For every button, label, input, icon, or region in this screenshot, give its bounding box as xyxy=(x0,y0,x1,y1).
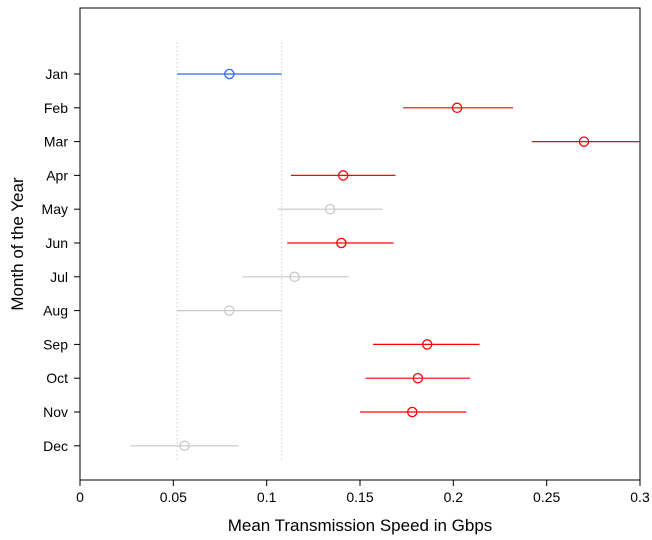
y-tick-label: Jul xyxy=(50,269,68,285)
reference-lines xyxy=(176,42,283,462)
x-axis-title: Mean Transmission Speed in Gbps xyxy=(228,516,493,535)
y-tick-label: Dec xyxy=(43,438,68,454)
x-tick-label: 0.3 xyxy=(630,489,650,505)
point-apr xyxy=(337,170,349,181)
x-tick-label: 0.2 xyxy=(444,489,464,505)
y-axis: Jan Feb Mar Apr May Jun Jul Aug Sep Oct Nov Dec xyxy=(42,66,80,454)
point-may xyxy=(324,203,336,215)
y-tick-label: Jun xyxy=(45,235,68,251)
point-sep xyxy=(421,339,433,350)
point-dec xyxy=(179,440,190,452)
y-tick-label: Mar xyxy=(44,134,68,150)
point-feb xyxy=(451,102,463,114)
y-tick-label: Aug xyxy=(43,303,68,319)
x-tick-label: 0 xyxy=(76,489,84,505)
y-axis-title: Month of the Year xyxy=(8,177,27,311)
point-jun xyxy=(336,237,347,249)
x-tick-label: 0.05 xyxy=(160,489,187,505)
confidence-intervals xyxy=(130,68,640,452)
point-nov xyxy=(407,406,418,418)
point-mar xyxy=(578,136,590,147)
y-tick-label: May xyxy=(42,201,68,217)
x-axis: 0 0.05 0.1 0.15 0.2 0.25 0.3 xyxy=(76,480,650,505)
y-tick-label: Oct xyxy=(46,370,68,386)
x-tick-label: 0.15 xyxy=(346,489,373,505)
point-jan xyxy=(224,68,235,80)
point-oct xyxy=(412,372,424,384)
y-tick-label: Sep xyxy=(43,336,68,352)
y-tick-label: Apr xyxy=(46,167,68,183)
y-tick-label: Jan xyxy=(45,66,68,82)
x-tick-label: 0.1 xyxy=(257,489,277,505)
point-aug xyxy=(224,305,235,316)
x-tick-label: 0.25 xyxy=(533,489,560,505)
plot-frame xyxy=(79,7,641,481)
y-tick-label: Nov xyxy=(43,404,68,420)
y-tick-label: Feb xyxy=(44,100,68,116)
point-jul xyxy=(289,271,300,283)
